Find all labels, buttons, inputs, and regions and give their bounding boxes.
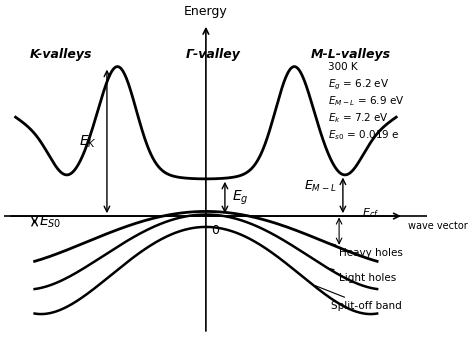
Text: $E_{M-L}$: $E_{M-L}$ [304,178,337,194]
Text: 300 K: 300 K [328,62,357,72]
Text: wave vector: wave vector [408,221,467,231]
Text: $E_K$: $E_K$ [79,133,97,150]
Text: M-L-valleys: M-L-valleys [310,48,391,62]
Text: Light holes: Light holes [330,269,396,283]
Text: $E_k$ = 7.2 eV: $E_k$ = 7.2 eV [328,112,389,125]
Text: Γ-valley: Γ-valley [186,48,241,62]
Text: $E_{cf}$: $E_{cf}$ [362,207,379,220]
Text: $E_g$: $E_g$ [232,188,248,207]
Text: $E_g$ = 6.2 eV: $E_g$ = 6.2 eV [328,77,389,92]
Text: K-valleys: K-valleys [30,48,92,62]
Text: $E_{S0}$: $E_{S0}$ [38,213,61,230]
Text: $E_{s0}$ = 0.019 e: $E_{s0}$ = 0.019 e [328,128,399,142]
Text: 0: 0 [211,224,219,237]
Text: $E_{M-L}$ = 6.9 eV: $E_{M-L}$ = 6.9 eV [328,95,404,108]
Text: Heavy holes: Heavy holes [330,244,403,258]
Text: Energy: Energy [184,5,228,18]
Text: Split-off band: Split-off band [315,286,402,311]
